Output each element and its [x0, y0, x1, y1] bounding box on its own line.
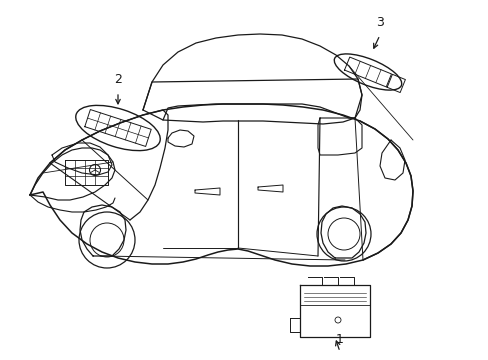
Text: 1: 1 [335, 333, 343, 346]
Text: 3: 3 [375, 16, 383, 29]
Text: 2: 2 [114, 73, 122, 86]
